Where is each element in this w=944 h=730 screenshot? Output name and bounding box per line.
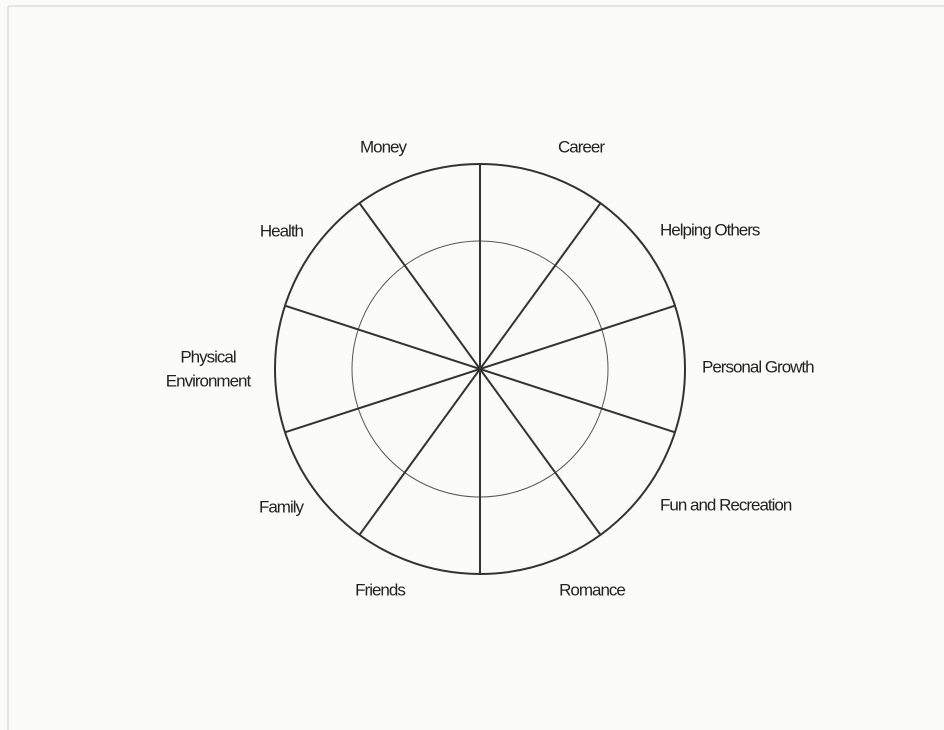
segment-label: Fun and Recreation [660, 495, 792, 514]
segment-label: Helping Others [660, 220, 760, 239]
segment-label: Friends [355, 580, 405, 599]
segment-label: Romance [559, 580, 625, 599]
segment-label: Physical [180, 347, 236, 366]
segment-label: Personal Growth [702, 357, 814, 376]
wheel [274, 163, 686, 575]
segment-label: Money [360, 137, 408, 156]
segment-label: Environment [166, 371, 252, 390]
spoke [358, 202, 602, 536]
segment-label: Health [260, 221, 304, 240]
segment-label: Career [558, 137, 605, 156]
segment-label: Family [259, 497, 305, 516]
